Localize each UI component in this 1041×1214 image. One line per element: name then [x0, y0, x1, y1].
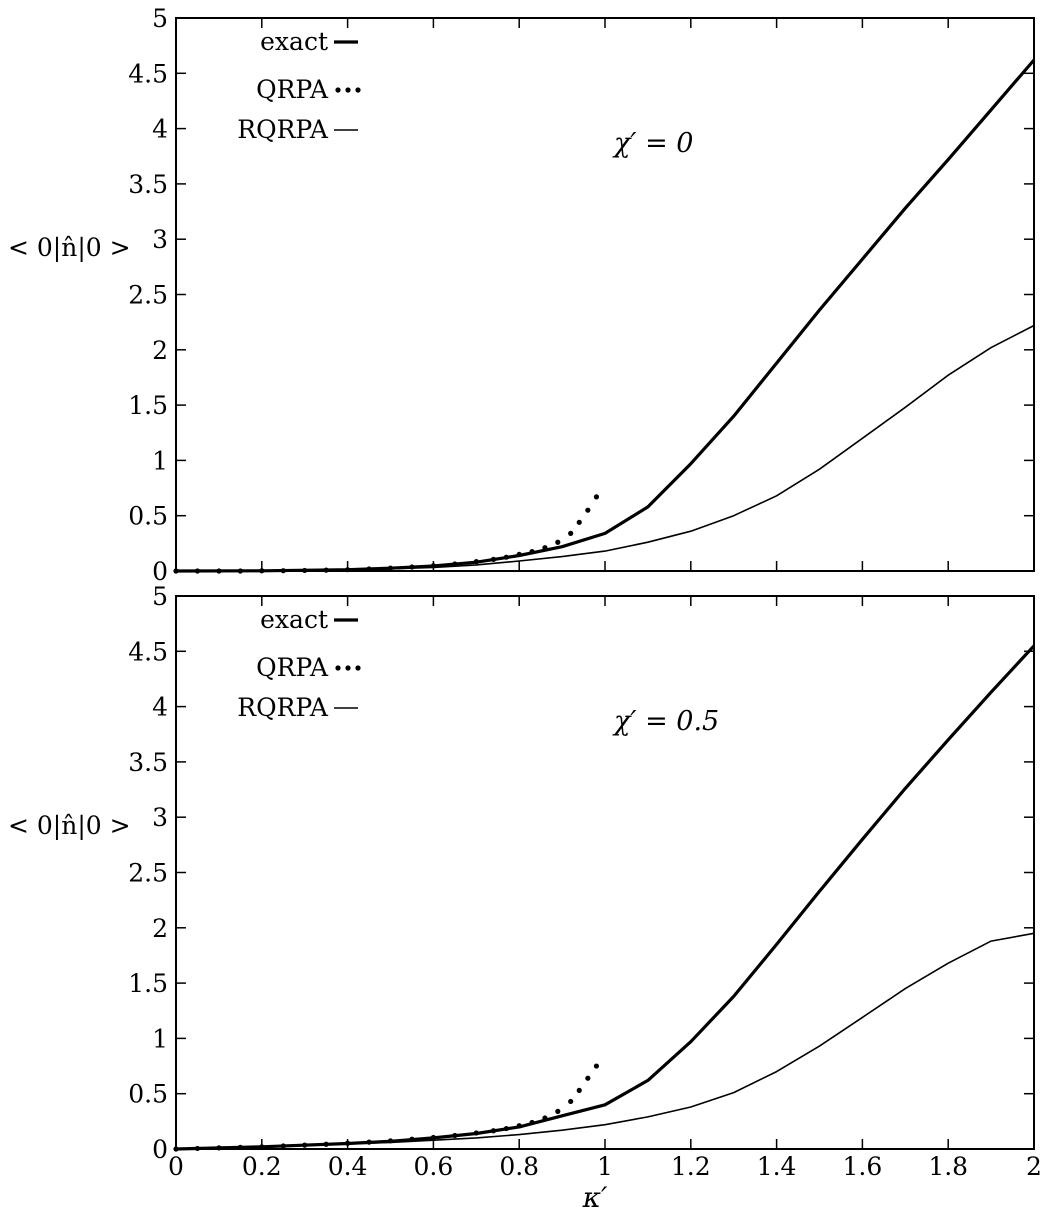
chi-annotation: χ′ = 0.5: [612, 706, 719, 737]
data-point: [585, 1075, 591, 1081]
panel-bottom: 0 0.5 1 1.5 2 2.5 3 3.5 4 4.5 5 0 0.2 0.4 0.6 0.8 1 1.2 1.…: [8, 582, 1041, 1214]
y-axis-label: < 0|n̂|0 >: [8, 233, 131, 263]
series-rqrpa: [175, 932, 1035, 1150]
legend-label: exact: [260, 605, 328, 634]
y-tick-label: 4.5: [128, 637, 168, 666]
x-tick-label: 2: [1026, 1152, 1041, 1181]
y-tick-label: 3.5: [128, 748, 168, 777]
legend-label: exact: [260, 27, 328, 56]
data-point: [576, 1087, 582, 1093]
series-qrpa: [173, 1063, 600, 1152]
data-point: [503, 1125, 509, 1132]
data-point: [490, 556, 497, 562]
data-point: [568, 1098, 574, 1105]
x-tick-label: 1.2: [671, 1152, 711, 1181]
data-point: [585, 507, 591, 513]
y-tick-label: 0: [152, 557, 168, 586]
legend-swatch: [345, 87, 351, 93]
data-point: [576, 519, 582, 525]
legend-swatch: [345, 665, 351, 671]
series-rqrpa: [175, 324, 1035, 572]
data-point: [503, 554, 509, 560]
y-tick-label: 1.5: [128, 391, 168, 420]
data-point: [568, 530, 574, 536]
x-tick-label: 1.8: [928, 1152, 968, 1181]
series-line: [175, 932, 1035, 1150]
x-tick-label: 1: [597, 1152, 613, 1181]
y-tick-label: 2: [152, 336, 168, 365]
legend-label: QRPA: [256, 653, 329, 682]
legend-label: RQRPA: [237, 693, 329, 722]
series-line: [175, 324, 1035, 572]
y-tick-label: 4.5: [128, 59, 168, 88]
data-point: [473, 1130, 479, 1136]
x-tick-label: 0.8: [499, 1152, 539, 1181]
legend-label: RQRPA: [237, 115, 329, 144]
legend: exact QRPA RQRPA: [237, 605, 361, 722]
y-tick-label: 3: [152, 803, 168, 832]
y-tick-label: 5: [152, 4, 168, 33]
data-point: [516, 1123, 522, 1129]
data-point: [452, 1132, 458, 1139]
panel-top: 0 0.5 1 1.5 2 2.5 3 3.5 4 4.5 5 < 0|n̂|0 > exact QRPA…: [8, 4, 1036, 586]
legend-swatch: [355, 665, 361, 671]
data-point: [542, 1115, 548, 1121]
y-axis-label: < 0|n̂|0 >: [8, 811, 131, 841]
y-tick-label: 3: [152, 225, 168, 254]
y-tick-label: 0.5: [128, 1080, 168, 1109]
y-tick-label: 0.5: [128, 502, 168, 531]
y-tick-label: 1: [152, 446, 168, 475]
legend-label: QRPA: [256, 75, 329, 104]
series-qrpa: [173, 494, 600, 574]
x-tick-label: 0.2: [242, 1152, 282, 1181]
x-axis-label: κ′: [582, 1181, 608, 1214]
y-tick-label: 5: [152, 582, 168, 611]
x-tick-label: 1.6: [843, 1152, 883, 1181]
data-point: [555, 1108, 561, 1114]
data-point: [593, 494, 600, 500]
y-tick-label: 2.5: [128, 859, 168, 888]
y-tick-label: 3.5: [128, 170, 168, 199]
legend: exact QRPA RQRPA: [237, 27, 361, 144]
x-tick-label: 0: [168, 1152, 184, 1181]
data-point: [473, 558, 479, 565]
data-point: [593, 1063, 600, 1069]
data-point: [490, 1128, 497, 1134]
data-point: [555, 539, 561, 545]
y-tick-label: 2.5: [128, 281, 168, 310]
y-tick-label: 4: [152, 693, 168, 722]
y-tick-label: 2: [152, 914, 168, 943]
chi-annotation: χ′ = 0: [612, 128, 693, 159]
data-point: [542, 545, 548, 551]
data-point: [430, 1134, 436, 1141]
legend-swatch: [335, 665, 341, 671]
x-tick-label: 0.6: [414, 1152, 454, 1181]
data-point: [516, 551, 522, 558]
y-tick-label: 4: [152, 115, 168, 144]
legend-swatch: [355, 87, 361, 93]
y-tick-label: 0: [152, 1135, 168, 1164]
y-tick-label: 1.5: [128, 969, 168, 998]
data-point: [529, 1119, 535, 1126]
y-tick-label: 1: [152, 1024, 168, 1053]
legend-swatch: [335, 87, 341, 93]
x-tick-label: 0.4: [328, 1152, 368, 1181]
x-tick-label: 1.4: [757, 1152, 797, 1181]
data-point: [529, 549, 535, 555]
data-point: [452, 561, 458, 567]
